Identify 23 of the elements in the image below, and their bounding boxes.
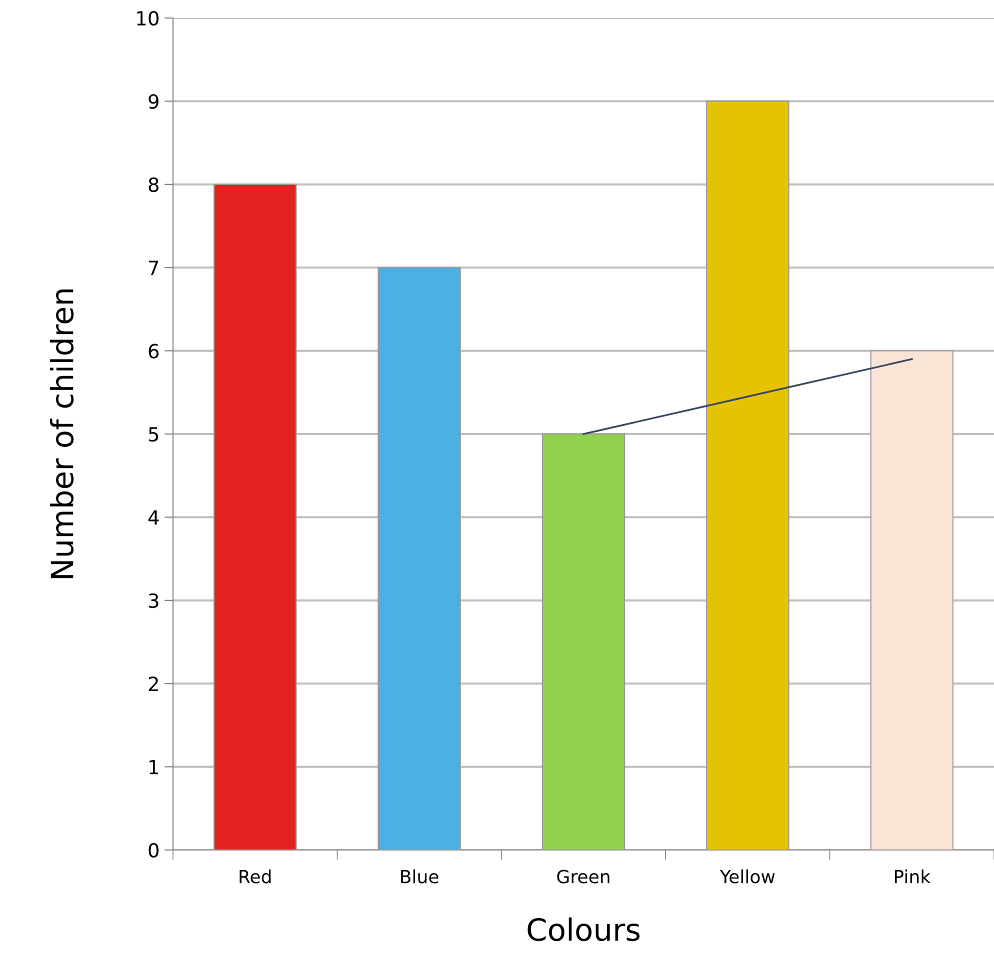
y-tick-label: 5 <box>148 427 158 442</box>
x-tick-label: Green <box>557 870 610 884</box>
y-tick-label: 3 <box>148 593 158 608</box>
y-tick-label: 2 <box>148 676 158 691</box>
y-tick-label: 1 <box>150 760 158 774</box>
x-axis-title: Colours <box>528 917 640 942</box>
bar <box>378 267 461 850</box>
y-tick-label: 7 <box>149 260 158 275</box>
x-tick-label: Blue <box>401 869 438 884</box>
y-tick-label: 0 <box>148 842 159 858</box>
bar <box>542 433 626 850</box>
x-tick-label: Pink <box>894 869 931 884</box>
x-tick-label: Red <box>240 869 271 884</box>
y-tick-label: 4 <box>148 510 159 525</box>
bar <box>213 184 297 850</box>
y-axis-title: Number of children <box>50 289 74 578</box>
x-tick-label: Yellow <box>720 869 775 884</box>
y-tick-label: 8 <box>148 177 158 192</box>
y-tick-label: 10 <box>137 10 159 26</box>
y-tick-label: 6 <box>148 344 159 358</box>
bar <box>706 100 790 850</box>
bar <box>870 350 954 850</box>
y-tick-label: 9 <box>148 94 158 109</box>
